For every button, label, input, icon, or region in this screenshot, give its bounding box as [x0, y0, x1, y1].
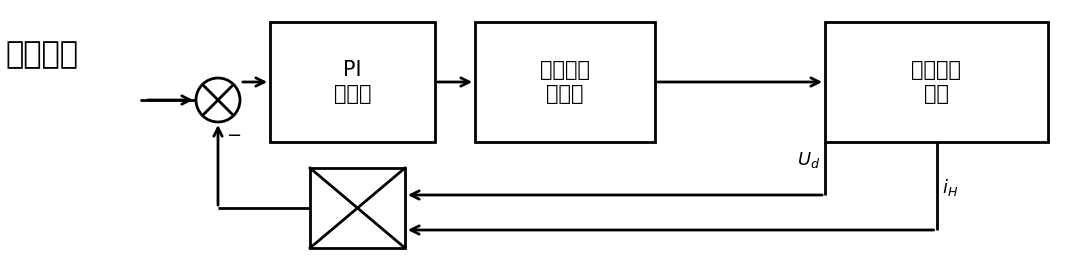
Text: 功率给定: 功率给定 [5, 40, 78, 69]
Bar [825, 22, 1048, 142]
Text: 斩波电路
控制器: 斩波电路 控制器 [540, 60, 590, 103]
Text: $i_H$: $i_H$ [941, 177, 957, 198]
Bar [310, 168, 405, 248]
Text: 逃变负载
电路: 逃变负载 电路 [911, 60, 962, 103]
Text: PI
控制器: PI 控制器 [333, 60, 371, 103]
Bar [270, 22, 435, 142]
Text: −: − [226, 127, 241, 145]
Text: $U_d$: $U_d$ [796, 150, 820, 170]
Circle shape [196, 78, 240, 122]
Bar [475, 22, 655, 142]
